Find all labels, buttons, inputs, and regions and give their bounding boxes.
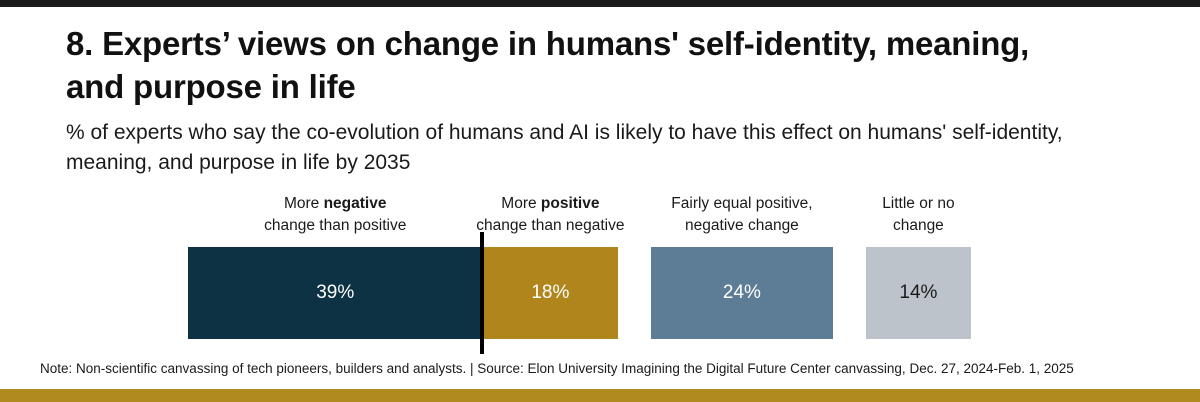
value-label-little-or-no: 14% [899,282,938,303]
bar-little-or-no: 14% [865,247,972,339]
value-label-negative: 39% [316,282,355,303]
chart-subtitle: % of experts who say the co-evolution of… [66,121,1063,174]
top-band [0,0,1200,7]
bar-positive: 18% [482,247,619,339]
bar-negative: 39% [188,247,483,339]
bar-equal: 24% [651,247,833,339]
source-note: Note: Non-scientific canvassing of tech … [40,361,1074,376]
value-label-positive: 18% [531,282,570,303]
category-label-positive: More positive change than negative [476,195,625,234]
negative-positive-divider [480,232,485,354]
category-label-little-or-no: Little or no change [882,195,955,234]
category-label-equal: Fairly equal positive, negative change [671,195,813,234]
chart-title: 8. Experts’ views on change in humans' s… [66,25,1030,105]
value-label-equal: 24% [722,282,761,303]
bottom-band [0,389,1200,402]
category-label-negative: More negative change than positive [264,195,407,234]
